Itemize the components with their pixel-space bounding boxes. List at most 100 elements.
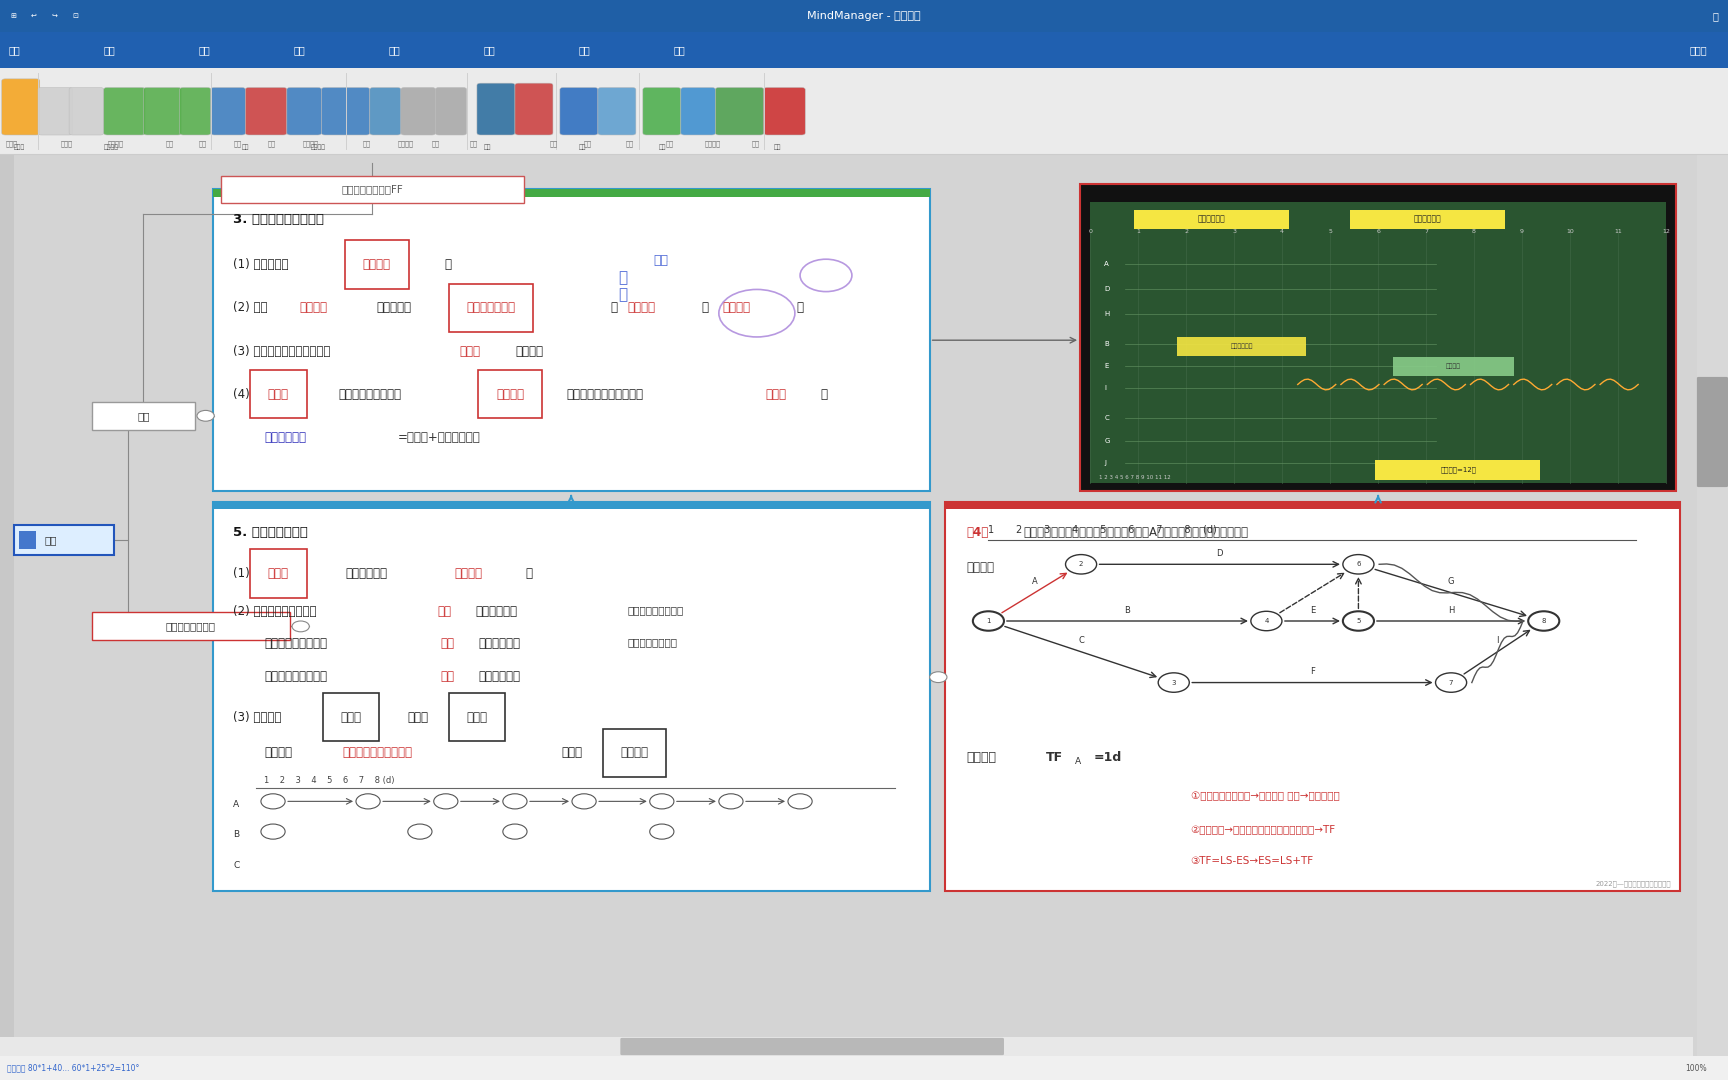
FancyBboxPatch shape [221,176,524,203]
Text: 设计: 设计 [199,45,211,55]
Text: C: C [1078,636,1083,645]
Text: A: A [1075,757,1082,766]
Text: 重合: 重合 [441,670,454,683]
FancyBboxPatch shape [715,87,764,135]
Text: 计算（前锋线法）: 计算（前锋线法） [166,621,216,632]
Text: B: B [1104,340,1109,347]
Circle shape [503,794,527,809]
Text: TF: TF [1045,751,1063,764]
FancyBboxPatch shape [477,83,515,135]
Text: 标记: 标记 [242,145,249,150]
Text: 附加文件: 附加文件 [397,140,413,147]
Text: 字体: 字体 [470,140,479,147]
Text: 概念: 概念 [137,410,150,421]
Text: 9: 9 [1521,229,1524,234]
Text: 。: 。 [797,301,804,314]
Text: 添加主题: 添加主题 [104,145,119,150]
FancyBboxPatch shape [14,525,114,555]
FancyBboxPatch shape [92,612,290,640]
Text: 例4：: 例4： [966,526,988,539]
Text: 最迟时间参数: 最迟时间参数 [264,431,306,444]
Circle shape [1528,611,1559,631]
Text: ，所有线路中波形线之和: ，所有线路中波形线之和 [567,388,645,401]
Text: G: G [1448,577,1455,586]
Text: H: H [1448,606,1455,615]
FancyBboxPatch shape [213,189,930,197]
FancyBboxPatch shape [1375,460,1540,480]
Circle shape [1066,555,1097,575]
FancyBboxPatch shape [370,87,401,135]
FancyBboxPatch shape [213,189,930,491]
FancyBboxPatch shape [38,87,73,135]
Text: 总时差：: 总时差： [966,751,995,764]
FancyBboxPatch shape [321,87,370,135]
Circle shape [261,794,285,809]
Text: ↪: ↪ [52,13,57,19]
Text: 、: 、 [610,301,617,314]
Circle shape [572,794,596,809]
Text: 最早开始时间: 最早开始时间 [1198,215,1225,224]
Text: 共同编辑: 共同编辑 [705,140,721,147]
Text: 开始与完成时间: 开始与完成时间 [467,301,515,314]
Text: ，进度延误；: ，进度延误； [475,605,517,618]
Text: 关系: 关系 [584,140,593,147]
Text: 视图: 视图 [579,45,591,55]
Text: 提前或延误的时间: 提前或延误的时间 [627,637,677,647]
Text: ，进度正常。: ，进度正常。 [479,670,520,683]
Text: ②要求工作→关键节点就停，选波形线最小→TF: ②要求工作→关键节点就停，选波形线最小→TF [1191,824,1336,834]
Circle shape [434,794,458,809]
Text: B: B [1125,606,1130,615]
FancyBboxPatch shape [1350,210,1505,229]
Text: 新副标题: 新副标题 [107,140,123,147]
Circle shape [197,410,214,421]
Text: 11: 11 [1614,229,1621,234]
Text: 7: 7 [1424,229,1427,234]
Text: 和: 和 [702,301,708,314]
Text: E: E [1310,606,1315,615]
FancyBboxPatch shape [1697,154,1728,1056]
FancyBboxPatch shape [1090,202,1666,483]
FancyBboxPatch shape [1134,210,1289,229]
Text: 方便计算自由时差FF: 方便计算自由时差FF [342,185,403,194]
FancyBboxPatch shape [435,87,467,135]
Text: 5: 5 [1356,618,1360,624]
FancyBboxPatch shape [945,502,1680,509]
Circle shape [1436,673,1467,692]
Text: 插入: 插入 [9,45,21,55]
Text: 7: 7 [1448,679,1453,686]
Text: 0: 0 [1089,229,1092,234]
Text: ↩: ↩ [31,13,36,19]
FancyBboxPatch shape [1177,337,1306,356]
Text: 6: 6 [1375,229,1381,234]
Text: ①找关键线路（方法→无波形线 目的→关键节点）: ①找关键线路（方法→无波形线 目的→关键节点） [1191,792,1339,801]
Text: ③TF=LS-ES→ES=LS+TF: ③TF=LS-ES→ES=LS+TF [1191,856,1313,866]
Text: ：从本项工作开始到: ：从本项工作开始到 [339,388,401,401]
Text: (2) 图上: (2) 图上 [233,301,268,314]
Text: 删除: 删除 [752,140,760,147]
Text: E: E [1104,363,1109,369]
Text: 各项工作的: 各项工作的 [377,301,411,314]
Circle shape [503,824,527,839]
Text: 2: 2 [1184,229,1189,234]
Text: (4): (4) [233,388,254,401]
Text: =1d: =1d [1094,751,1121,764]
Circle shape [356,794,380,809]
FancyBboxPatch shape [213,502,930,891]
Text: 总工期: 总工期 [340,711,361,724]
FancyBboxPatch shape [0,0,1728,32]
Text: 两点间水平长度为：: 两点间水平长度为： [627,605,684,615]
Text: 字体: 字体 [484,145,491,150]
Text: 表检查日期的: 表检查日期的 [346,567,387,580]
Text: 波形线: 波形线 [460,345,480,357]
Text: 交通三控 80*1+40... 60*1+25*2=110°: 交通三控 80*1+40... 60*1+25*2=110° [7,1064,140,1072]
Text: A: A [1032,577,1037,586]
Text: (3) 是否影响: (3) 是否影响 [233,711,282,724]
Text: 共享: 共享 [626,140,634,147]
Text: 工作持续时间: 工作持续时间 [1230,343,1255,350]
Text: 点画线: 点画线 [268,567,289,580]
Text: 共享: 共享 [658,145,665,150]
FancyBboxPatch shape [0,68,1728,154]
Text: 时标: 时标 [45,535,57,545]
Circle shape [1343,611,1374,631]
Text: ，进度提前；: ，进度提前； [479,637,520,650]
